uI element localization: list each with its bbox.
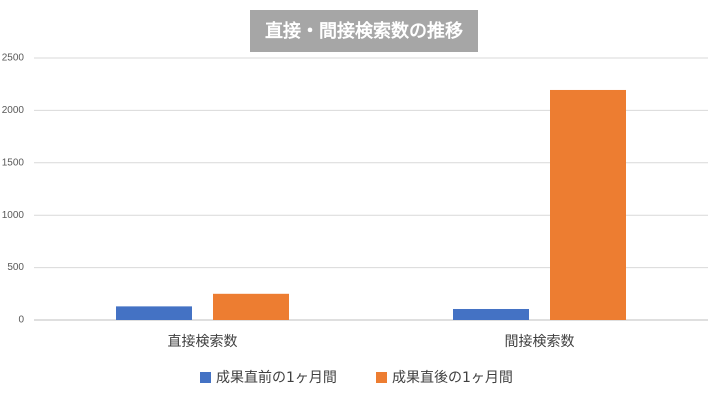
- legend-label: 成果直後の1ヶ月間: [392, 369, 513, 386]
- chart-title-group: 直接・間接検索数の推移: [250, 10, 478, 52]
- legend-swatch: [376, 372, 387, 383]
- y-tick-label: 2500: [2, 53, 25, 64]
- chart-title-background: [250, 10, 478, 52]
- y-axis-ticks: 0 500 1000 1500 2000 2500: [2, 53, 25, 326]
- y-tick-label: 1000: [2, 210, 25, 221]
- x-axis-category-labels: 直接検索数 間接検索数: [168, 333, 575, 350]
- y-tick-label: 500: [7, 262, 24, 273]
- legend-swatch: [200, 372, 211, 383]
- legend-label: 成果直前の1ヶ月間: [216, 369, 337, 386]
- chart-title: 直接・間接検索数の推移: [265, 20, 463, 42]
- y-tick-label: 1500: [2, 157, 25, 168]
- bar: [550, 89, 626, 321]
- x-category-label: 間接検索数: [505, 333, 575, 350]
- bar: [116, 306, 192, 320]
- y-tick-label: 0: [18, 315, 24, 326]
- bar: [213, 293, 289, 320]
- legend: 成果直前の1ヶ月間 成果直後の1ヶ月間: [200, 369, 513, 386]
- x-category-label: 直接検索数: [168, 333, 238, 350]
- bars: [116, 89, 626, 321]
- bar: [453, 308, 529, 320]
- y-tick-label: 2000: [2, 105, 25, 116]
